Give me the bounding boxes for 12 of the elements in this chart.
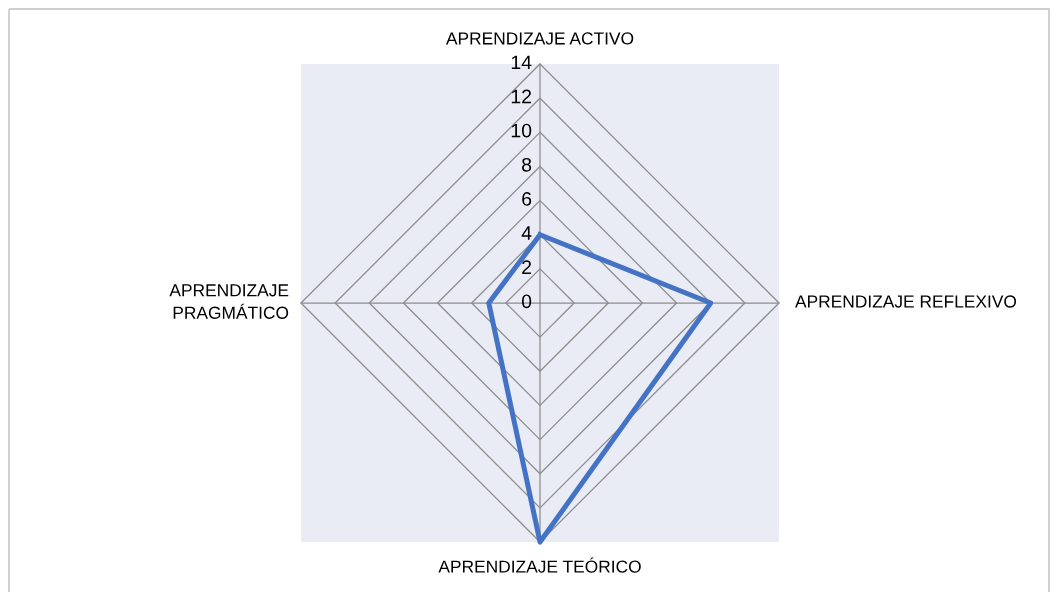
y-tick-label: 8 xyxy=(522,157,532,172)
y-tick-label: 6 xyxy=(522,192,532,206)
y-tick-label: 2 xyxy=(522,260,532,274)
y-tick-label: 0 xyxy=(521,294,532,309)
y-tick-label: 12 xyxy=(511,89,532,104)
spoke-label: APRENDIZAJE TEÓRICO xyxy=(438,557,641,573)
y-tick-label: 10 xyxy=(511,123,532,138)
y-tick-label: 4 xyxy=(521,226,532,240)
spoke-label: APRENDIZAJE ACTIVO xyxy=(445,32,634,45)
spoke-label: APRENDIZAJE PRAGMÁTICO xyxy=(169,284,289,319)
y-tick-label: 14 xyxy=(511,55,532,70)
spoke-label: APRENDIZAJE REFLEXIVO xyxy=(795,295,1017,308)
